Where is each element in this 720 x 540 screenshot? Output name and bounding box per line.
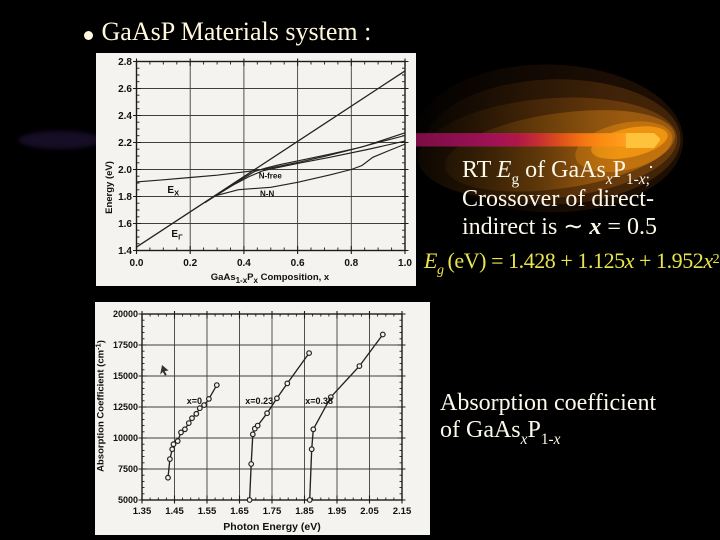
svg-text:5000: 5000 [118,495,138,505]
svg-text:EΓ: EΓ [171,229,183,242]
svg-text:N-N: N-N [260,190,274,199]
svg-text:1.95: 1.95 [328,506,347,517]
svg-text:x=0.38: x=0.38 [305,396,333,406]
svg-text:2.15: 2.15 [393,506,412,517]
svg-text:0.8: 0.8 [344,258,358,269]
svg-text:Energy (eV): Energy (eV) [104,161,115,214]
svg-text:1.85: 1.85 [295,506,314,517]
svg-text:1.45: 1.45 [165,506,184,517]
svg-text:15000: 15000 [113,371,138,381]
svg-text:2.05: 2.05 [360,506,379,517]
svg-text:20000: 20000 [113,309,138,319]
svg-text:Photon Energy (eV): Photon Energy (eV) [223,521,320,533]
svg-text:2.6: 2.6 [118,84,132,95]
svg-text:EX: EX [167,185,179,198]
svg-text:12500: 12500 [113,402,138,412]
svg-text:0.0: 0.0 [130,258,144,269]
svg-text:x=0: x=0 [187,396,202,406]
svg-text:2.8: 2.8 [118,57,132,68]
svg-text:N-free: N-free [259,171,283,180]
svg-text:0.6: 0.6 [291,258,305,269]
svg-text:1.75: 1.75 [263,506,282,517]
svg-text:2.0: 2.0 [118,165,132,176]
svg-text:GaAs1-xPx Composition, x: GaAs1-xPx Composition, x [211,272,330,285]
svg-text:2.4: 2.4 [118,111,132,122]
svg-text:1.4: 1.4 [118,246,132,257]
svg-text:Absorption Coefficient (cm-1): Absorption Coefficient (cm-1) [95,340,107,472]
svg-text:0.2: 0.2 [183,258,197,269]
svg-text:1.8: 1.8 [118,192,132,203]
svg-text:x=0.23: x=0.23 [245,396,273,406]
svg-text:2.2: 2.2 [118,138,132,149]
svg-text:0.4: 0.4 [237,258,251,269]
svg-text:1.35: 1.35 [133,506,152,517]
svg-text:10000: 10000 [113,433,138,443]
svg-text:1.0: 1.0 [398,258,412,269]
svg-text:17500: 17500 [113,340,138,350]
svg-text:1.6: 1.6 [118,219,132,230]
svg-text:1.65: 1.65 [230,506,249,517]
svg-text:1.55: 1.55 [198,506,217,517]
svg-text:7500: 7500 [118,464,138,474]
